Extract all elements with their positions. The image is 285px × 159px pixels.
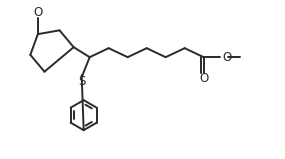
Text: O: O [199, 72, 208, 85]
Text: O: O [33, 6, 42, 19]
Text: S: S [78, 75, 85, 88]
Text: O: O [223, 51, 232, 64]
